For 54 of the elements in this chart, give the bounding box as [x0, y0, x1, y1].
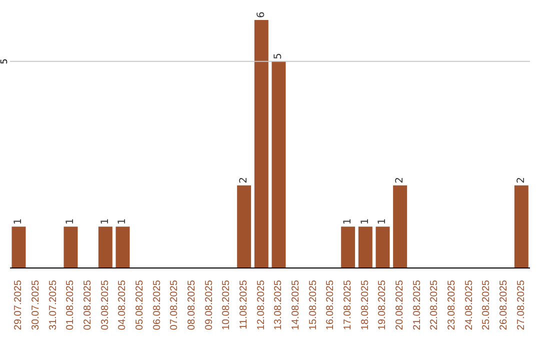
x-tick-label: 30.07.2025 — [30, 280, 42, 330]
bar — [98, 226, 112, 268]
x-tick-label: 05.08.2025 — [134, 280, 146, 330]
bar — [116, 226, 130, 268]
x-tick-label: 02.08.2025 — [82, 280, 94, 330]
x-tick-label: 07.08.2025 — [169, 280, 180, 330]
data-label: 1 — [342, 218, 354, 225]
bar — [358, 226, 372, 268]
x-tick-label: 25.08.2025 — [481, 280, 492, 330]
x-tick-label: 31.07.2025 — [48, 280, 59, 330]
data-label: 5 — [273, 52, 284, 60]
x-tick-label: 19.08.2025 — [377, 280, 388, 330]
bar — [514, 185, 528, 268]
data-label: 6 — [256, 12, 267, 18]
bar — [376, 226, 390, 268]
x-tick-label: 01.08.2025 — [65, 280, 76, 330]
x-tick-label: 23.08.2025 — [446, 280, 458, 330]
x-tick-label: 12.08.2025 — [256, 280, 267, 330]
data-label: 1 — [65, 218, 76, 225]
bar — [393, 185, 408, 268]
data-label: 1 — [117, 218, 128, 225]
x-tick-label: 16.08.2025 — [325, 280, 336, 330]
x-tick-label: 27.08.2025 — [516, 280, 527, 330]
data-label: 1 — [360, 218, 371, 225]
x-tick-label: 26.08.2025 — [498, 280, 510, 330]
x-tick-label: 20.08.2025 — [394, 280, 406, 330]
bar — [237, 185, 252, 268]
x-tick-label: 18.08.2025 — [360, 280, 371, 330]
data-label: 1 — [377, 218, 388, 225]
x-tick-label: 24.08.2025 — [464, 280, 475, 330]
x-tick-label: 11.08.2025 — [238, 280, 250, 330]
x-tick-label: 06.08.2025 — [152, 280, 163, 330]
x-tick-label: 17.08.2025 — [342, 280, 354, 330]
x-tick-label: 09.08.2025 — [204, 280, 215, 330]
x-tick-label: 13.08.2025 — [273, 280, 284, 330]
x-tick-label: 22.08.2025 — [429, 280, 440, 330]
bar — [64, 226, 78, 268]
bar — [272, 61, 286, 268]
data-label: 1 — [100, 218, 111, 225]
x-tick-label: 14.08.2025 — [290, 280, 302, 330]
x-tick-label: 08.08.2025 — [186, 280, 198, 330]
x-tick-label: 03.08.2025 — [100, 280, 111, 330]
data-label: 2 — [394, 176, 406, 184]
x-tick-label: 21.08.2025 — [412, 280, 423, 330]
x-tick-label: 10.08.2025 — [221, 280, 232, 330]
data-label: 2 — [516, 176, 527, 184]
data-label: 2 — [238, 176, 250, 184]
x-tick-label: 15.08.2025 — [308, 280, 319, 330]
bar — [254, 20, 268, 268]
x-tick-label: 04.08.2025 — [117, 280, 128, 330]
x-tick-label: 29.07.2025 — [13, 280, 24, 330]
bar — [341, 226, 356, 268]
data-label: 1 — [13, 218, 24, 225]
bar — [12, 226, 26, 268]
